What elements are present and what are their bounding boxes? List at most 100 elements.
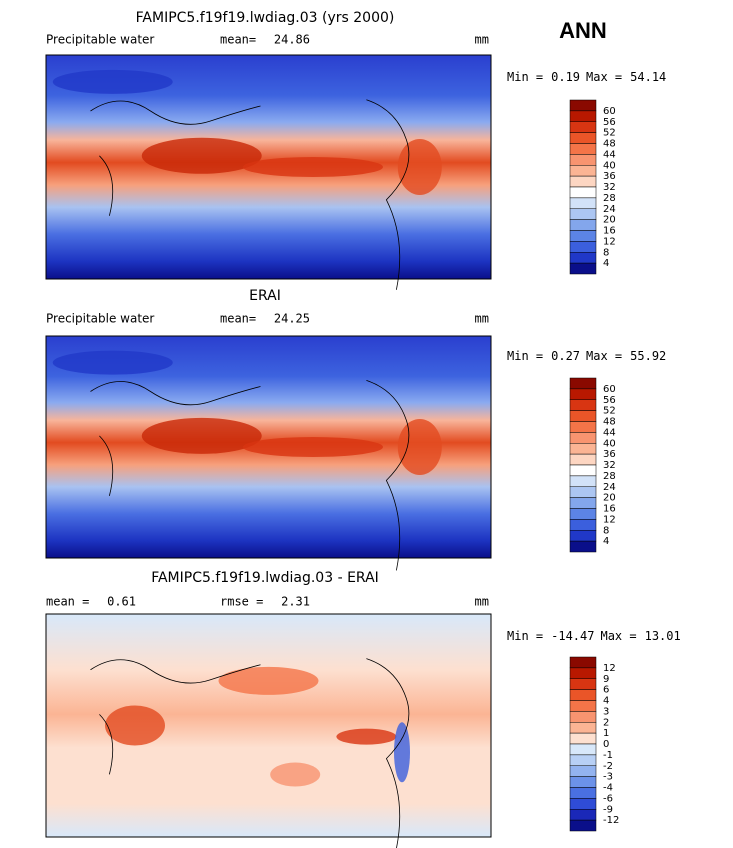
stat-value: 24.86 (274, 33, 310, 47)
colorbar-box (569, 540, 597, 553)
colorbar-box (569, 656, 597, 669)
colorbar-box (569, 678, 597, 690)
colorbar-label: 0 (603, 739, 609, 750)
colorbar-label: -12 (603, 815, 619, 826)
colorbar-box (569, 410, 597, 422)
colorbar-box (569, 809, 597, 821)
colorbar-label: 52 (603, 128, 616, 139)
colorbar-label: 44 (603, 149, 616, 160)
colorbar-label: 36 (603, 171, 616, 182)
map-feature (141, 137, 262, 174)
min-value: 0.19 (551, 70, 580, 84)
stat-value: 2.31 (281, 595, 310, 609)
max-label: Max = (586, 349, 622, 363)
colorbar-box (569, 700, 597, 712)
colorbar-label: 12 (603, 236, 616, 247)
colorbar-label: 8 (603, 525, 609, 536)
colorbar-box (569, 252, 597, 264)
colorbar-box (569, 262, 597, 275)
colorbar-label: 1 (603, 728, 609, 739)
coastline (90, 658, 410, 848)
colorbar-box (569, 186, 597, 199)
map-feature (52, 350, 173, 375)
map-feature (394, 722, 410, 783)
colorbar-box (569, 765, 597, 777)
colorbar-box (569, 722, 597, 734)
colorbar-label: 56 (603, 117, 616, 128)
colorbar-box (569, 667, 597, 679)
colorbar-box (569, 421, 597, 433)
colorbar-label: 12 (603, 663, 616, 674)
stat-label: rmse = (220, 595, 263, 609)
colorbar-box (569, 121, 597, 133)
stat-value: 0.61 (107, 595, 136, 609)
colorbar-label: 60 (603, 106, 616, 117)
colorbar-box (569, 99, 597, 112)
colorbar-box (569, 241, 597, 253)
colorbar-label: 6 (603, 685, 609, 696)
colorbar-box (569, 230, 597, 242)
colorbar-box (569, 165, 597, 177)
map-feature (105, 705, 165, 746)
colorbar-box (569, 197, 597, 209)
panel-title: FAMIPC5.f19f19.lwdiag.03 (yrs 2000) (136, 10, 395, 26)
units: mm (475, 312, 489, 326)
colorbar-box (569, 388, 597, 400)
colorbar-box (569, 110, 597, 122)
map-feature (218, 666, 319, 695)
map-feature (52, 69, 173, 94)
max-label: Max = (586, 70, 622, 84)
min-max: Min = 0.19 Max = 54.14 (507, 70, 666, 84)
colorbar-label: 48 (603, 417, 616, 428)
colorbar-label: -2 (603, 761, 613, 772)
colorbar-label: 9 (603, 674, 609, 685)
colorbar-box (569, 132, 597, 144)
colorbar-label: 56 (603, 395, 616, 406)
min-value: -14.47 (551, 629, 594, 643)
colorbar-box (569, 432, 597, 444)
map-feature (141, 417, 262, 454)
colorbar-label: 12 (603, 514, 616, 525)
max-value: 13.01 (645, 629, 681, 643)
colorbar-box (569, 743, 597, 756)
colorbar-label: 16 (603, 504, 616, 515)
colorbar-box (569, 208, 597, 220)
colorbar-box (569, 143, 597, 155)
colorbar-label: -4 (603, 783, 613, 794)
min-label: Min = (507, 349, 543, 363)
stat-label: mean= (220, 312, 256, 326)
map-feature (397, 419, 442, 475)
colorbar-label: 40 (603, 160, 616, 171)
colorbar-label: -6 (603, 793, 613, 804)
colorbar-box (569, 475, 597, 487)
colorbar-label: 28 (603, 471, 616, 482)
colorbar-label: 24 (603, 204, 616, 215)
field-label: Precipitable water (46, 312, 154, 326)
colorbar-label: 4 (603, 696, 609, 707)
min-label: Min = (507, 70, 543, 84)
colorbar-label: -1 (603, 750, 613, 761)
colorbar-label: 48 (603, 139, 616, 150)
units: mm (475, 33, 489, 47)
colorbar-label: 32 (603, 182, 616, 193)
colorbar-box (569, 689, 597, 701)
colorbar-box (569, 464, 597, 477)
colorbar-label: 28 (603, 193, 616, 204)
colorbar-label: 24 (603, 482, 616, 493)
colorbar-label: 40 (603, 438, 616, 449)
stat-label: mean= (220, 33, 256, 47)
colorbar-box (569, 787, 597, 799)
colorbar-label: -3 (603, 772, 613, 783)
colorbar-label: 20 (603, 493, 616, 504)
colorbar-label: 60 (603, 384, 616, 395)
colorbar-box (569, 443, 597, 455)
colorbar-box (569, 453, 597, 466)
colorbar-label: 32 (603, 460, 616, 471)
season-title: ANN (559, 18, 607, 43)
colorbar-label: 36 (603, 449, 616, 460)
colorbar-label: 3 (603, 706, 609, 717)
map-feature (397, 139, 442, 195)
map-feature (243, 437, 383, 457)
colorbar-box (569, 754, 597, 766)
